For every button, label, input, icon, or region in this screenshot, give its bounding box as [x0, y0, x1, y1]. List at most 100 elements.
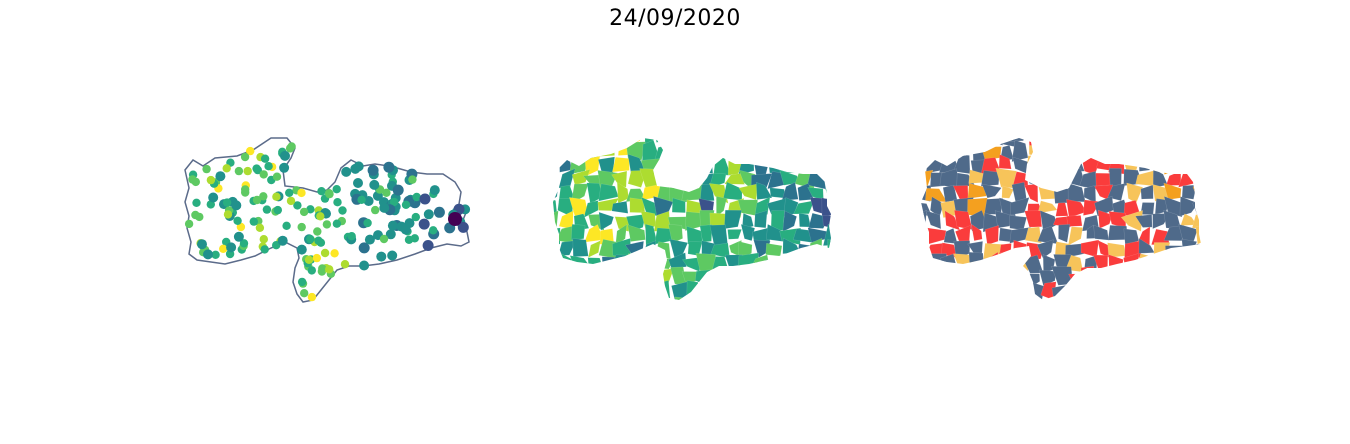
municipality-point [385, 229, 396, 240]
choropleth-region [723, 280, 739, 296]
categorical-region [1192, 284, 1201, 298]
choropleth-region [796, 269, 815, 287]
categorical-region [1028, 138, 1043, 147]
municipality-point [382, 188, 391, 197]
choropleth-region [723, 209, 742, 230]
categorical-region [1165, 170, 1182, 186]
categorical-region [1051, 138, 1071, 147]
categorical-region [1036, 239, 1054, 259]
choropleth-region [796, 243, 812, 260]
categorical-regions [921, 138, 1215, 300]
choropleth-region [696, 144, 715, 163]
categorical-region [1150, 138, 1170, 147]
categorical-region [1023, 297, 1043, 300]
municipality-point [279, 162, 290, 173]
choropleth-region [639, 281, 662, 300]
municipality-point [293, 201, 302, 210]
categorical-region [1065, 144, 1088, 160]
choropleth-region [836, 186, 845, 203]
municipality-point [206, 175, 216, 185]
municipality-point [259, 235, 268, 244]
categorical-region [1108, 138, 1126, 145]
municipality-point [307, 292, 317, 302]
choropleth-region [571, 142, 587, 162]
municipality-point [358, 242, 370, 254]
choropleth-region [769, 187, 786, 199]
choropleth-region [727, 229, 742, 240]
categorical-region [954, 299, 973, 300]
categorical-region [969, 282, 990, 300]
choropleth-region [699, 282, 713, 300]
categorical-region [1125, 138, 1143, 147]
choropleth-region [821, 269, 831, 288]
choropleth-region [765, 270, 784, 288]
choropleth-region [556, 141, 575, 158]
choropleth-region [588, 267, 605, 289]
categorical-region [1094, 145, 1112, 160]
categorical-region [1092, 281, 1113, 300]
choropleth-region [668, 224, 683, 244]
choropleth-region [754, 266, 773, 284]
choropleth-region [723, 181, 743, 201]
municipality-point [215, 171, 226, 182]
categorical-region [1181, 184, 1197, 200]
categorical-region [968, 251, 985, 270]
municipality-point [429, 185, 440, 196]
choropleth-region [653, 268, 675, 287]
categorical-region [1179, 196, 1199, 217]
choropleth-region [740, 271, 759, 285]
municipality-point [363, 218, 372, 228]
categorical-region [921, 209, 927, 229]
choropleth-region [807, 257, 827, 272]
choropleth-region [588, 240, 601, 258]
categorical-region [1080, 239, 1100, 258]
municipality-point [262, 205, 272, 214]
categorical-region [984, 225, 999, 246]
choropleth-region [797, 253, 814, 273]
choropleth-region [754, 210, 768, 229]
choropleth-region [572, 238, 589, 258]
categorical-region [982, 138, 1004, 146]
municipality-point [320, 248, 330, 258]
categorical-region [997, 252, 1015, 272]
categorical-region [921, 241, 928, 258]
choropleth-region [601, 281, 618, 300]
categorical-region [1181, 238, 1198, 256]
categorical-region [1108, 254, 1124, 273]
choropleth-region [602, 265, 619, 287]
choropleth-region [799, 282, 810, 300]
choropleth-region [820, 286, 831, 300]
choropleth-region [641, 268, 661, 287]
categorical-region [980, 170, 1000, 187]
municipality-point [304, 255, 314, 264]
categorical-region [1191, 298, 1201, 300]
categorical-region [1210, 200, 1215, 215]
choropleth-region [808, 295, 828, 300]
municipality-point [241, 185, 250, 194]
choropleth-region [738, 297, 753, 300]
categorical-region [1168, 284, 1182, 298]
categorical-region [1163, 147, 1181, 159]
municipality-point [389, 197, 399, 207]
choropleth-region [555, 138, 575, 147]
choropleth-region [568, 298, 586, 300]
municipality-point [243, 166, 252, 176]
choropleth-region [671, 159, 687, 174]
choropleth-region [839, 155, 845, 175]
choropleth-region [839, 254, 845, 273]
categorical-region [1138, 138, 1154, 143]
municipality-point [297, 188, 306, 198]
municipality-point [400, 224, 411, 235]
categorical-region [1095, 270, 1112, 288]
municipality-point [192, 198, 201, 207]
categorical-region [1181, 258, 1199, 271]
choropleth-region [756, 139, 767, 158]
categorical-region [968, 138, 986, 144]
choropleth-region [559, 154, 572, 173]
municipality-point [369, 179, 380, 190]
categorical-region [1093, 224, 1109, 241]
municipality-point [313, 227, 322, 236]
categorical-region [1193, 255, 1201, 271]
categorical-region [1125, 299, 1141, 300]
municipality-point [234, 166, 244, 176]
